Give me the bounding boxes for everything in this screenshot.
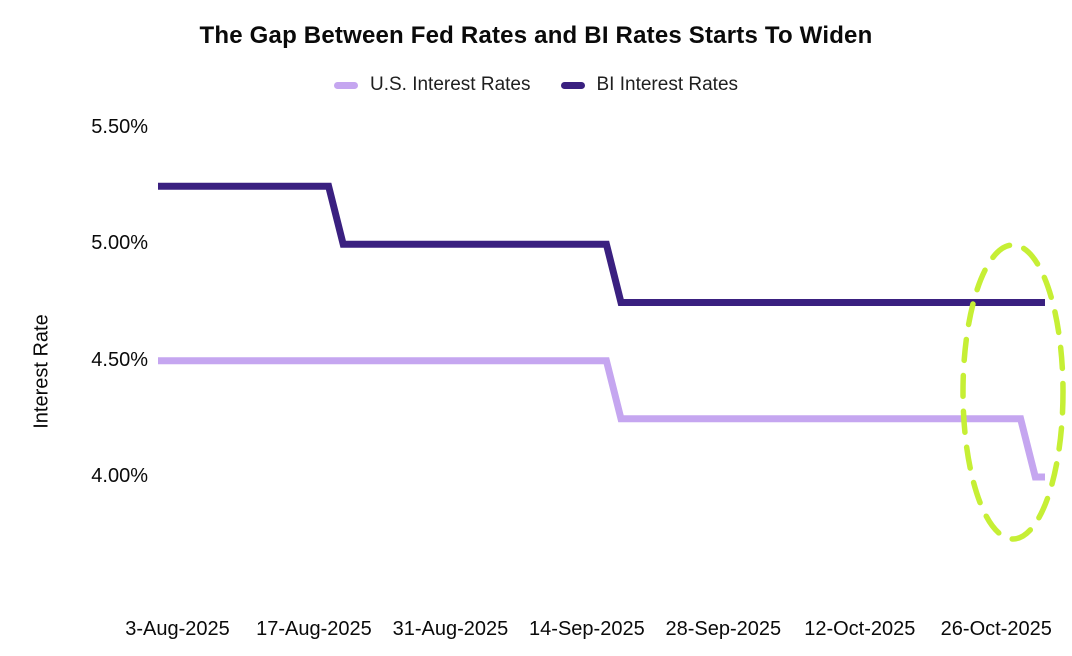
legend-label: U.S. Interest Rates (369, 74, 531, 95)
x-tick-label: 26-Oct-2025 (940, 618, 1052, 640)
legend-swatch-bi-interest-rates (560, 81, 585, 89)
legend: U.S. Interest Rates BI Interest Rates (0, 74, 1072, 96)
chart-title: The Gap Between Fed Rates and BI Rates S… (199, 22, 873, 49)
bi-interest-rates-line (158, 182, 1045, 306)
y-tick-label: 4.50% (91, 348, 148, 371)
x-tick-label: 31-Aug-2025 (392, 618, 509, 640)
y-tick-label: 4.00% (91, 465, 148, 487)
legend-swatch-u-s-interest-rates (333, 81, 358, 89)
gap-highlight-ellipse (960, 242, 1066, 542)
x-tick-label: 3-Aug-2025 (125, 618, 230, 640)
x-tick-label: 12-Oct-2025 (804, 618, 916, 640)
legend-label: BI Interest Rates (596, 74, 739, 95)
x-tick-label: 17-Aug-2025 (256, 618, 372, 640)
u-s-interest-rates-line (158, 357, 1045, 481)
x-tick-label: 14-Sep-2025 (529, 618, 645, 640)
y-tick-label: 5.50% (91, 116, 148, 138)
x-tick-label: 28-Sep-2025 (665, 618, 782, 640)
y-tick-label: 5.00% (91, 232, 148, 255)
legend-item-u-s-interest-rates: U.S. Interest Rates (333, 74, 531, 96)
legend-item-bi-interest-rates: BI Interest Rates (560, 74, 739, 96)
